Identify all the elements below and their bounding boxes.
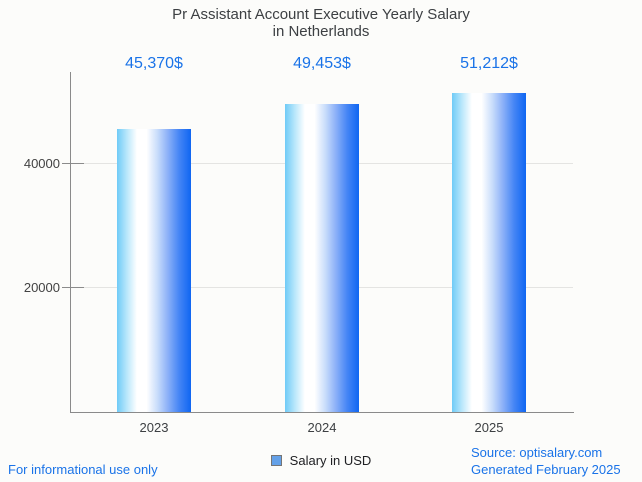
x-axis-line [70,412,574,413]
disclaimer-text: For informational use only [8,462,158,477]
value-label-2025: 51,212$ [460,55,518,72]
y-tick-label: 20000 [23,280,60,295]
x-tick-label-2025: 2025 [474,420,504,435]
legend: Salary in USD [0,452,642,468]
bar-2025 [452,93,526,412]
chart-title-line2: in Netherlands [272,23,370,40]
y-axis-line [70,72,71,413]
source-text: Source: optisalary.com [471,445,603,460]
y-tick-mark [62,287,84,288]
bar-2023 [117,129,191,412]
y-tick-mark [62,163,84,164]
source-block: Source: optisalary.com Generated Februar… [471,444,621,478]
x-tick-label-2024: 2024 [307,420,337,435]
legend-marker-square-icon [270,454,282,466]
generated-text: Generated February 2025 [471,462,621,477]
bar-2024 [285,104,359,412]
x-tick-label-2023: 2023 [139,420,169,435]
chart-title-line1: Pr Assistant Account Executive Yearly Sa… [172,6,470,23]
chart-title: Pr Assistant Account Executive Yearly Sa… [0,6,642,40]
legend-label: Salary in USD [289,452,372,468]
value-label-2024: 49,453$ [293,55,351,72]
value-label-2023: 45,370$ [125,55,183,72]
y-tick-label: 40000 [23,156,60,171]
